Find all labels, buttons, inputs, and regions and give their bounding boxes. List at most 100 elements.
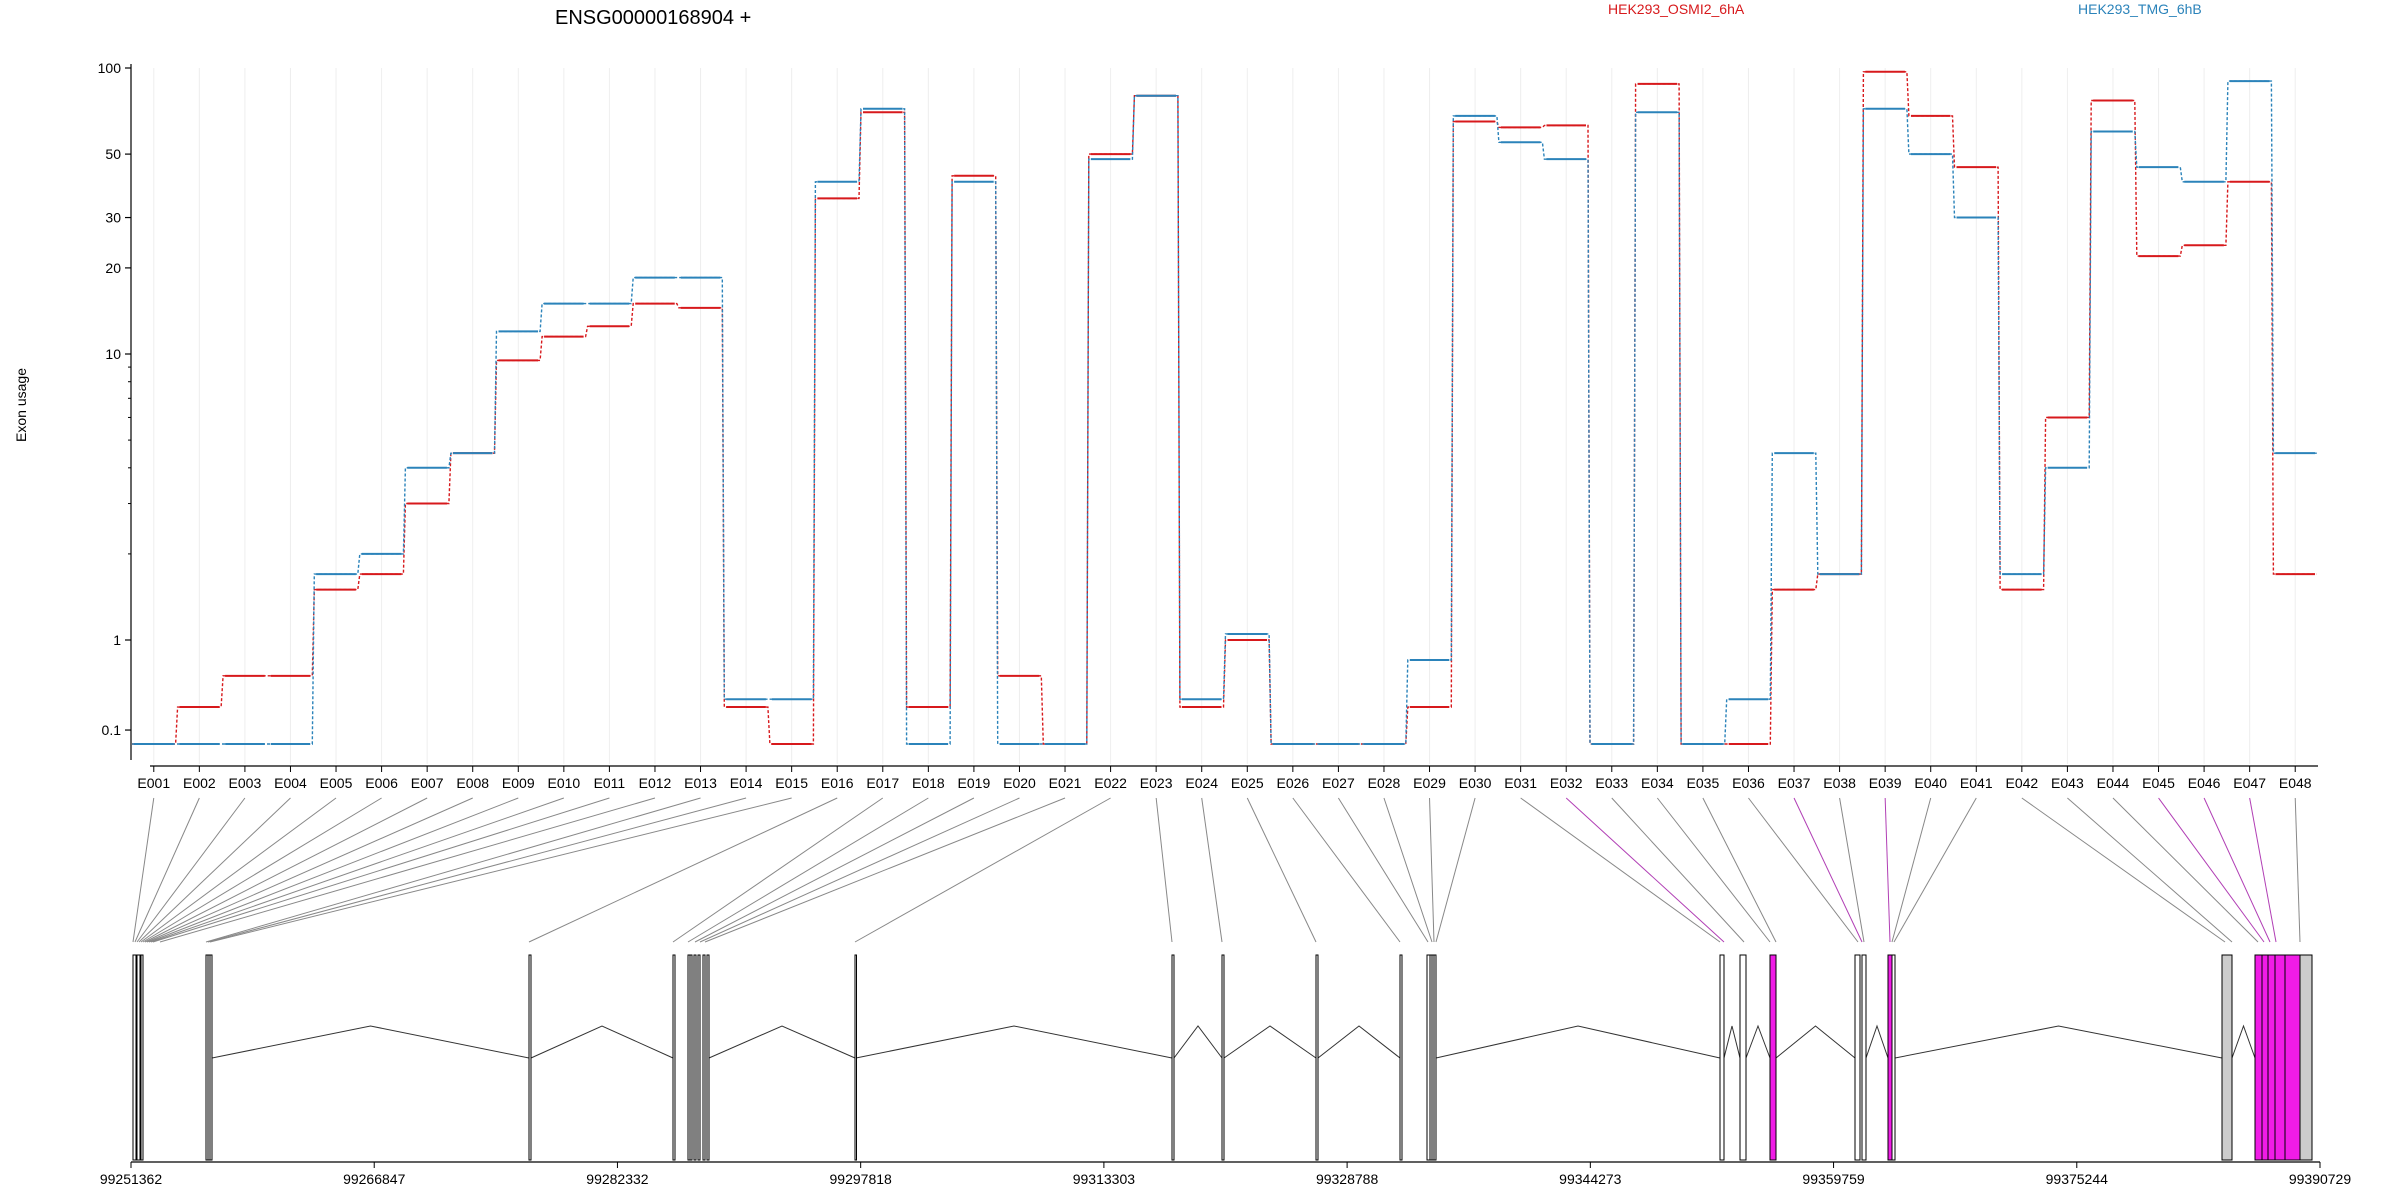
exon-connector	[152, 797, 610, 943]
exon-connector	[704, 797, 1066, 943]
exon-connector	[1565, 797, 1725, 943]
exon-connector	[1793, 797, 1863, 943]
exon-connector	[207, 797, 747, 943]
exon-connector	[1155, 797, 1173, 943]
exon-box	[136, 954, 141, 1161]
intron-line	[1223, 1025, 1317, 1059]
exon-box	[2274, 954, 2286, 1161]
exon-label: E024	[1185, 775, 1218, 791]
intron-line	[1894, 1025, 2223, 1059]
exon-box	[1433, 954, 1437, 1161]
intron-line	[530, 1025, 674, 1059]
series-line-2	[132, 80, 2317, 745]
exon-connector	[146, 797, 473, 943]
exon-connector	[1520, 797, 1721, 943]
exon-label: E002	[183, 775, 216, 791]
coordinate-label: 99328788	[1316, 1171, 1379, 1187]
exon-box	[132, 954, 137, 1161]
exon-box	[854, 954, 857, 1161]
exon-box	[697, 954, 701, 1161]
exon-box	[2254, 954, 2263, 1161]
coordinate-label: 99359759	[1802, 1171, 1865, 1187]
exon-label: E048	[2279, 775, 2312, 791]
exon-label: E011	[594, 775, 626, 791]
coordinate-label: 99282332	[586, 1171, 649, 1187]
exon-label: E008	[456, 775, 489, 791]
intron-line	[2231, 1024, 2256, 1059]
exon-label: E047	[2233, 775, 2266, 791]
exon-connector	[672, 797, 884, 943]
exon-connector	[132, 797, 155, 943]
exon-label: E003	[229, 775, 262, 791]
exon-connector	[687, 797, 929, 943]
exon-connector	[1891, 797, 1932, 943]
exon-connector	[1611, 797, 1745, 943]
exon-label: E032	[1550, 775, 1583, 791]
coordinate-label: 99344273	[1559, 1171, 1622, 1187]
exon-connector	[2249, 797, 2277, 943]
intron-line	[1317, 1025, 1401, 1059]
exon-connector	[150, 797, 565, 943]
exon-connector	[1292, 797, 1401, 943]
exon-label: E028	[1368, 775, 1401, 791]
exon-box	[1887, 954, 1893, 1161]
exon-label: E010	[547, 775, 580, 791]
coordinate-label: 99390729	[2289, 1171, 2352, 1187]
x-axis: E001 E002 E003 E004 E005 E006 E007 E008 E009 E010…	[137, 765, 2318, 791]
exon-label: E018	[912, 775, 945, 791]
exon-label: E001	[137, 775, 170, 791]
exon-label: E031	[1504, 775, 1537, 791]
intron-line	[1775, 1025, 1856, 1059]
exon-label: E021	[1049, 775, 1082, 791]
exon-label: E026	[1276, 775, 1309, 791]
exon-connector	[2203, 797, 2271, 943]
coordinate-label: 99313303	[1073, 1171, 1136, 1187]
exon-connector	[2067, 797, 2233, 943]
exon-connector	[1656, 797, 1771, 943]
exon-connector	[1884, 797, 1891, 943]
exon-label: E009	[502, 775, 535, 791]
gene-model	[132, 954, 2313, 1161]
exon-connector	[2021, 797, 2226, 943]
y-tick-label: 30	[105, 210, 121, 226]
exon-connector	[1337, 797, 1429, 943]
exon-label: E025	[1231, 775, 1264, 791]
exon-label: E033	[1595, 775, 1628, 791]
exon-connector	[528, 797, 838, 943]
exon-connector	[1201, 797, 1223, 943]
exon-label: E023	[1140, 775, 1173, 791]
intron-line	[1723, 1025, 1741, 1059]
grid-lines	[153, 68, 2296, 764]
exon-box	[2267, 954, 2276, 1161]
exon-connector	[2158, 797, 2265, 943]
exon-label: E006	[365, 775, 398, 791]
exon-box	[1769, 954, 1777, 1161]
exon-box	[1221, 954, 1225, 1161]
exon-label: E019	[958, 775, 991, 791]
exon-connector	[2112, 797, 2259, 943]
exon-label: E035	[1687, 775, 1720, 791]
exon-label: E042	[2005, 775, 2038, 791]
exon-label: E037	[1778, 775, 1811, 791]
intron-line	[1435, 1025, 1721, 1059]
exon-box	[2221, 954, 2233, 1161]
exon-label: E014	[730, 775, 763, 791]
exon-label: E016	[821, 775, 854, 791]
intron-line	[1865, 1024, 1889, 1059]
exon-label: E034	[1641, 775, 1674, 791]
exon-label: E027	[1322, 775, 1355, 791]
exon-box	[702, 954, 706, 1161]
exon-label: E022	[1094, 775, 1127, 791]
exon-connector	[2294, 797, 2301, 943]
y-tick-label: 10	[105, 346, 121, 362]
exon-label: E012	[639, 775, 672, 791]
exon-label: E043	[2051, 775, 2084, 791]
y-tick-label: 50	[105, 146, 121, 162]
coordinate-label: 99297818	[830, 1171, 893, 1187]
exon-label: E004	[274, 775, 307, 791]
exon-connector	[136, 797, 246, 943]
exon-label: E017	[866, 775, 899, 791]
exon-box	[693, 954, 697, 1161]
exon-box	[2261, 954, 2269, 1161]
